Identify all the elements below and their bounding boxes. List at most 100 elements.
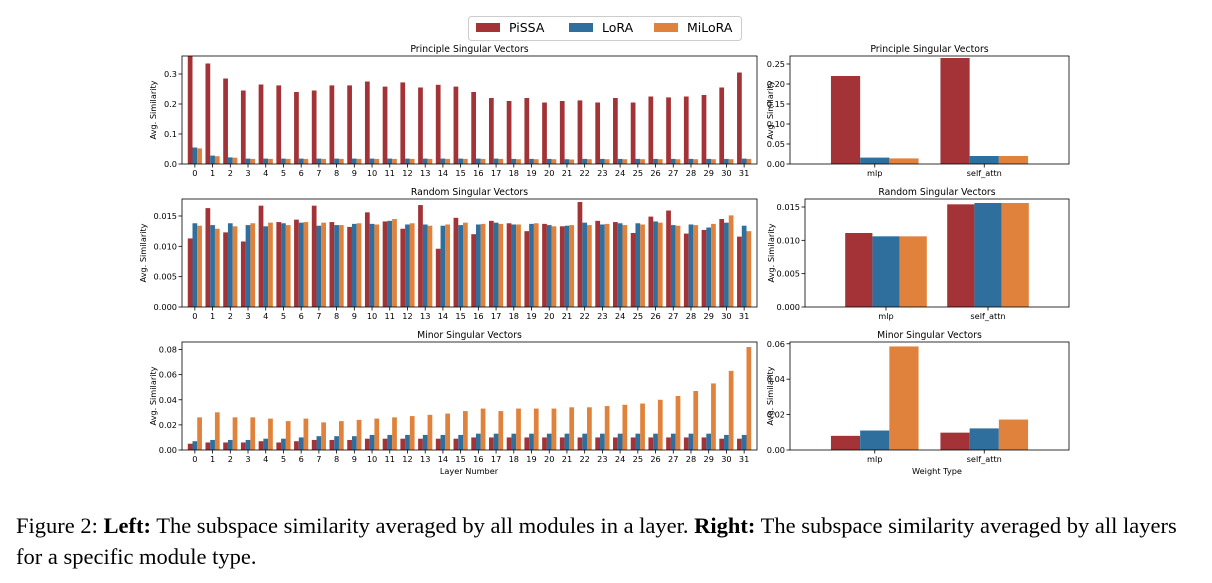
bar-lora-30 [724, 434, 729, 450]
x-tick-label: 6 [299, 311, 304, 321]
x-tick-label: 1 [210, 168, 215, 178]
x-tick-label: 12 [402, 168, 412, 178]
legend: PiSSA LoRA MiLoRA [468, 16, 742, 41]
bar-pissa-14 [435, 248, 441, 307]
bar-milora-14 [445, 224, 451, 307]
bar-milora-12 [409, 223, 415, 307]
bar-lora-15 [458, 158, 464, 164]
bar-pissa-12 [400, 228, 406, 307]
x-tick-label: 26 [650, 168, 660, 178]
x-tick-label: self_attn [967, 454, 1002, 464]
x-tick-label: 9 [352, 168, 357, 178]
bar-pissa-26 [648, 437, 654, 450]
bar-milora-1 [214, 228, 220, 307]
x-tick-label: 20 [544, 311, 554, 321]
chart-panel-2: Random Singular Vectors 0.000 0.005 0.010 0.… [138, 187, 758, 321]
chart-title: Principle Singular Vectors [410, 44, 528, 55]
bar-pissa-19 [524, 437, 530, 450]
x-tick-label: 5 [281, 311, 286, 321]
bar-milora-8 [338, 421, 344, 450]
bar-lora-25 [635, 433, 641, 450]
bar-lora-mlp [872, 236, 900, 307]
bar-milora-5 [285, 225, 291, 307]
bar-milora-19 [533, 223, 539, 307]
x-tick-label: 18 [509, 311, 519, 321]
x-tick-label: 20 [544, 454, 554, 464]
bar-milora-21 [569, 159, 575, 164]
bar-pissa-30 [719, 438, 725, 450]
y-tick-label: 0.015 [777, 202, 800, 212]
bar-pissa-11 [382, 221, 388, 307]
x-tick-label: 21 [562, 311, 572, 321]
chart-panel-4: Minor Singular Vectors 0.00 0.02 0.04 0.06 0.… [148, 330, 758, 476]
bar-milora-22 [587, 159, 592, 164]
y-tick-label: 0.005 [154, 272, 177, 282]
bar-lora-3 [245, 439, 251, 450]
caption-right-text: The subspace similarity averaged by all … [16, 513, 1177, 569]
bar-milora-28 [693, 225, 699, 307]
plot-frame [181, 198, 758, 308]
x-axis-label: Weight Type [912, 466, 962, 476]
bar-milora-16 [480, 223, 486, 307]
bar-pissa-18 [506, 101, 512, 164]
bar-milora-20 [551, 408, 557, 450]
x-tick-label: 1 [210, 311, 215, 321]
chart-title: Random Singular Vectors [878, 187, 995, 198]
bar-pissa-6 [294, 441, 299, 450]
y-tick-label: 0.04 [159, 395, 177, 405]
x-tick-label: 21 [562, 168, 572, 178]
x-tick-label: 25 [633, 311, 643, 321]
legend-label-pissa: PiSSA [509, 20, 545, 35]
bar-lora-17 [493, 222, 499, 307]
bar-milora-0 [197, 148, 202, 164]
bar-lora-1 [210, 155, 215, 164]
bar-milora-self_attn [998, 419, 1029, 450]
bar-milora-7 [321, 158, 326, 164]
legend-label-lora: LoRA [602, 20, 634, 35]
bar-pissa-17 [488, 98, 494, 164]
bar-milora-29 [711, 383, 716, 450]
bar-milora-13 [427, 414, 433, 450]
bar-milora-24 [622, 159, 628, 164]
bar-pissa-24 [613, 437, 618, 450]
x-tick-label: 14 [438, 311, 448, 321]
x-tick-label: 1 [210, 454, 215, 464]
bar-lora-2 [227, 157, 233, 164]
x-tick-label: 12 [402, 311, 412, 321]
bar-pissa-4 [258, 441, 264, 450]
bar-pissa-28 [683, 437, 689, 450]
x-tick-label: 26 [650, 454, 660, 464]
bar-lora-9 [351, 158, 357, 164]
x-tick-label: 6 [299, 168, 304, 178]
bar-milora-1 [214, 412, 220, 450]
bar-pissa-29 [701, 229, 707, 307]
x-axis-label: Layer Number [440, 466, 499, 476]
y-tick-label: 0.20 [767, 79, 785, 89]
bar-lora-18 [511, 224, 517, 307]
bar-lora-24 [617, 158, 623, 164]
chart-panel-3: Random Singular Vectors 0.000 0.005 0.010 0.… [766, 187, 1070, 321]
bar-milora-24 [622, 225, 628, 307]
x-tick-label: 31 [739, 311, 749, 321]
bar-milora-25 [640, 403, 645, 450]
bar-milora-2 [232, 226, 238, 307]
bar-pissa-1 [205, 63, 211, 164]
bar-milora-17 [498, 158, 504, 164]
bar-lora-29 [706, 158, 712, 164]
bar-pissa-17 [488, 220, 494, 307]
bar-milora-9 [356, 419, 362, 450]
bar-lora-10 [369, 223, 375, 307]
bar-pissa-self_attn [940, 58, 970, 164]
bar-milora-27 [675, 225, 681, 307]
x-tick-label: 19 [526, 311, 536, 321]
x-tick-label: 9 [352, 454, 357, 464]
bar-pissa-1 [205, 208, 211, 307]
x-tick-label: 17 [491, 311, 501, 321]
bar-milora-16 [480, 158, 486, 164]
bar-pissa-13 [418, 205, 423, 307]
bar-lora-0 [192, 147, 198, 164]
bar-milora-31 [746, 231, 752, 307]
bar-milora-26 [657, 222, 663, 307]
x-tick-label: 5 [281, 168, 286, 178]
bar-pissa-10 [364, 212, 370, 307]
